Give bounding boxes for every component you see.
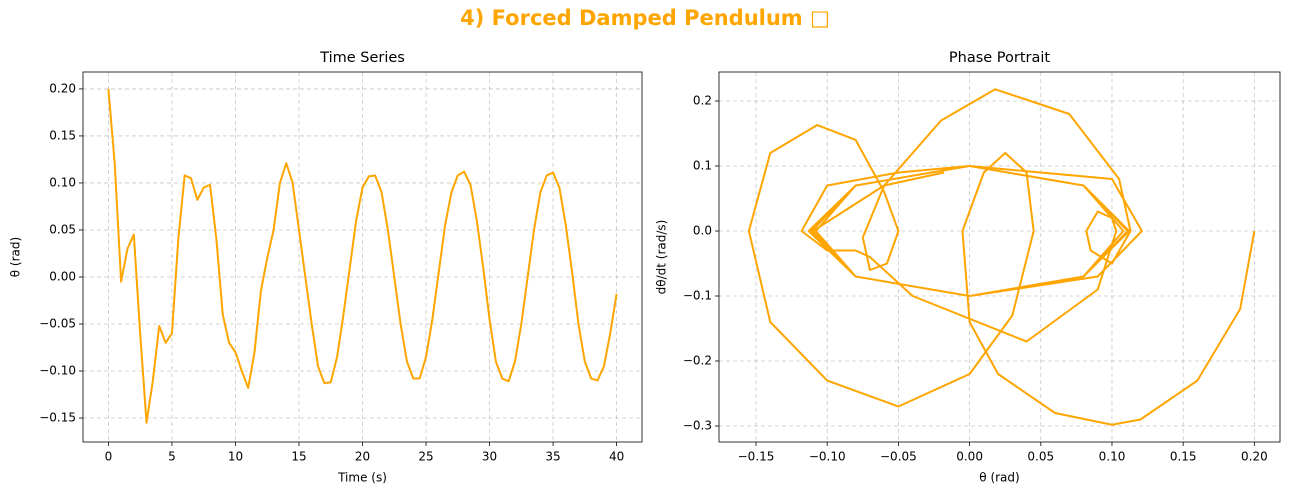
x-tick-label: 0.00: [956, 450, 983, 464]
y-axis-label: dθ/dt (rad/s): [655, 220, 669, 295]
x-tick-label: 0.05: [1027, 450, 1054, 464]
data-line: [747, 88, 1256, 426]
x-tick-label: −0.15: [738, 450, 775, 464]
y-tick-label: 0.20: [49, 81, 76, 95]
x-tick-label: 0.10: [1099, 450, 1126, 464]
y-tick-label: −0.3: [683, 419, 712, 433]
data-line: [107, 88, 618, 424]
y-tick-label: 0.1: [693, 158, 712, 172]
x-tick-label: 40: [609, 450, 624, 464]
figure-title: 4) Forced Damped Pendulum □: [460, 6, 830, 30]
x-tick-label: 35: [545, 450, 560, 464]
x-axis-label: θ (rad): [979, 471, 1019, 485]
x-tick-label: 0: [105, 450, 113, 464]
y-tick-label: −0.1: [683, 289, 712, 303]
y-tick-label: −0.10: [39, 364, 76, 378]
x-tick-label: 10: [228, 450, 243, 464]
axes-frame: [718, 71, 1281, 443]
x-tick-label: −0.05: [880, 450, 917, 464]
axes-title: Time Series: [319, 50, 405, 66]
y-tick-label: 0.00: [49, 269, 76, 283]
x-tick-label: 15: [291, 450, 306, 464]
x-tick-label: 25: [418, 450, 433, 464]
y-tick-label: 0.05: [49, 222, 76, 236]
y-tick-label: −0.15: [39, 411, 76, 425]
y-tick-label: 0.15: [49, 128, 76, 142]
x-tick-label: 30: [482, 450, 497, 464]
y-tick-label: −0.05: [39, 316, 76, 330]
x-tick-label: 0.15: [1170, 450, 1197, 464]
x-tick-label: −0.10: [809, 450, 846, 464]
y-tick-label: 0.2: [693, 93, 712, 107]
y-axis-label: θ (rad): [9, 237, 23, 277]
axes-frame: [82, 71, 643, 443]
x-tick-label: 20: [355, 450, 370, 464]
x-axis-label: Time (s): [337, 471, 387, 485]
y-tick-label: −0.2: [683, 354, 712, 368]
axes-title: Phase Portrait: [949, 50, 1051, 66]
y-tick-label: 0.10: [49, 175, 76, 189]
x-tick-label: 5: [168, 450, 176, 464]
y-tick-label: 0.0: [693, 223, 712, 237]
x-tick-label: 0.20: [1241, 450, 1268, 464]
